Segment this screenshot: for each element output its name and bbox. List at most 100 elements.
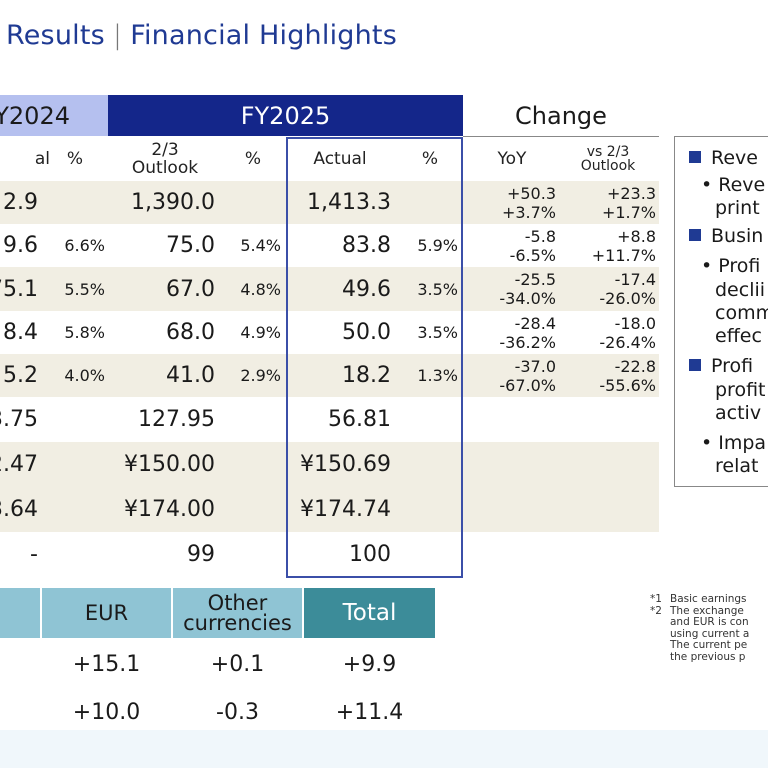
note-line: Busin: [689, 225, 763, 248]
cell-fy24-actual: 3.75: [0, 407, 38, 432]
change-row: [463, 181, 659, 224]
cell-outlook-pct: [228, 487, 281, 532]
footnote-text: using current a: [670, 627, 750, 640]
cell-actual: 1,413.3: [307, 190, 391, 215]
fx-header-total: Total: [304, 588, 435, 638]
dot-bullet-icon: •: [701, 255, 719, 277]
note-line: declii: [715, 279, 765, 302]
cell-outlook: 99: [187, 542, 215, 567]
cell-actual: 18.2: [342, 363, 391, 388]
cell-actual-pct: [405, 181, 458, 224]
cell-vs-outlook: -18.0 -26.4%: [560, 311, 656, 354]
title-separator: |: [112, 20, 123, 51]
note-text: declii: [715, 279, 766, 301]
yoy-value: -37.0: [514, 356, 556, 376]
header-change: Change: [515, 101, 607, 130]
table-row: [0, 181, 463, 224]
bottom-band: [0, 730, 768, 768]
cell-outlook-pct: [228, 442, 281, 487]
title-right: Financial Highlights: [130, 20, 397, 51]
footnote-line: The current pe: [650, 639, 768, 652]
footnote-mark: *1: [650, 593, 662, 605]
footnotes: *1 Basic earnings *2 The exchange and EUR is…: [650, 593, 768, 664]
cell-yoy: -37.0 -67.0%: [468, 354, 556, 397]
cell-actual: ¥150.69: [300, 452, 391, 477]
change-row: [463, 267, 659, 311]
yoy-value: -5.8: [524, 226, 556, 246]
square-bullet-icon: [689, 228, 701, 241]
cell-yoy: -28.4 -36.2%: [468, 311, 556, 354]
cell-actual-pct: 3.5%: [417, 323, 458, 342]
fx-header-other: Other currencies: [173, 588, 302, 638]
cell-vs-outlook: -17.4 -26.0%: [560, 267, 656, 311]
cell-fy24-pct: [55, 532, 105, 577]
cell-fy24-pct: [55, 397, 105, 442]
fx-header-cropped: [0, 588, 40, 638]
change-row: [463, 354, 659, 397]
cell-fy24-pct: [55, 487, 105, 532]
vs-outlook-value: -18.0: [614, 313, 656, 333]
note-text: effec: [715, 325, 762, 347]
header-fy2024: Y2024: [0, 95, 108, 136]
note-text: Profi: [718, 255, 761, 277]
yoy-value: +3.7%: [501, 202, 556, 222]
note-line: activ: [715, 402, 761, 425]
note-line: profit: [715, 379, 766, 402]
note-text: comm: [715, 302, 768, 324]
vs-outlook-value: -17.4: [614, 270, 656, 289]
cell-actual-pct: 3.5%: [417, 279, 458, 299]
cell-actual-pct: [405, 487, 458, 532]
note-line: relat: [715, 455, 758, 478]
cell-outlook: 68.0: [166, 320, 215, 345]
cell-outlook: 75.0: [166, 233, 215, 258]
change-row: [463, 397, 659, 442]
dot-bullet-icon: •: [701, 432, 719, 454]
fx-row2-total: +11.4: [335, 699, 404, 725]
cell-fy24-actual: 5.2: [3, 363, 38, 388]
cell-fy24-actual: 3.64: [0, 497, 38, 522]
note-line: Reve: [689, 147, 758, 170]
footnote-line: *1 Basic earnings: [650, 593, 768, 606]
vs-outlook-value: -22.8: [614, 356, 656, 376]
cell-fy24-pct: 6.6%: [64, 236, 105, 255]
footnote-mark: *2: [650, 604, 662, 617]
cell-fy24-actual: -: [30, 542, 38, 567]
cell-yoy: +50.3 +3.7%: [468, 181, 556, 224]
fx-header-eur: EUR: [42, 588, 171, 638]
yoy-value: -36.2%: [499, 332, 556, 352]
yoy-value: -25.5: [514, 270, 556, 289]
cell-outlook: 1,390.0: [131, 190, 215, 215]
cell-actual-pct: [405, 532, 458, 577]
footnote-mark: [650, 629, 670, 641]
subheader-fy24-pct: %: [66, 149, 84, 169]
page-title: Results | Financial Highlights: [6, 20, 397, 51]
footnote-line: the previous p: [650, 651, 768, 664]
note-text: profit: [715, 379, 766, 401]
footnote-mark: [650, 640, 670, 652]
cell-fy24-pct: 5.5%: [64, 279, 105, 299]
cell-outlook: ¥150.00: [124, 452, 215, 477]
notes-panel: Reve • Reve print Busin • Profi declii comm eff…: [674, 136, 768, 487]
cell-fy24-actual: 2.9: [3, 190, 38, 215]
cell-actual-pct: 1.3%: [417, 366, 458, 385]
footnote-line: *2 The exchange: [650, 604, 768, 618]
cell-outlook-pct: 4.9%: [240, 323, 281, 342]
change-row: [463, 487, 659, 532]
cell-actual: 56.81: [328, 407, 391, 432]
cell-outlook: 67.0: [166, 276, 215, 302]
cell-fy24-pct: [55, 442, 105, 487]
subheader-outlook: 2/3 Outlook: [131, 140, 199, 178]
subheader-outlook-pct: %: [244, 149, 262, 169]
cell-outlook: ¥174.00: [124, 497, 215, 522]
cell-outlook: 41.0: [166, 363, 215, 388]
fx-row2-eur: +10.0: [72, 699, 141, 725]
cell-vs-outlook: +8.8 +11.7%: [560, 224, 656, 267]
cell-outlook-pct: [228, 397, 281, 442]
cell-outlook-pct: 4.8%: [240, 279, 281, 299]
table-row: [0, 354, 463, 397]
subheader-actual: Actual: [313, 149, 367, 169]
note-text: print: [715, 197, 760, 219]
cell-actual-pct: [405, 397, 458, 442]
cell-outlook-pct: 2.9%: [240, 366, 281, 385]
footnote-text: The exchange: [670, 604, 744, 617]
